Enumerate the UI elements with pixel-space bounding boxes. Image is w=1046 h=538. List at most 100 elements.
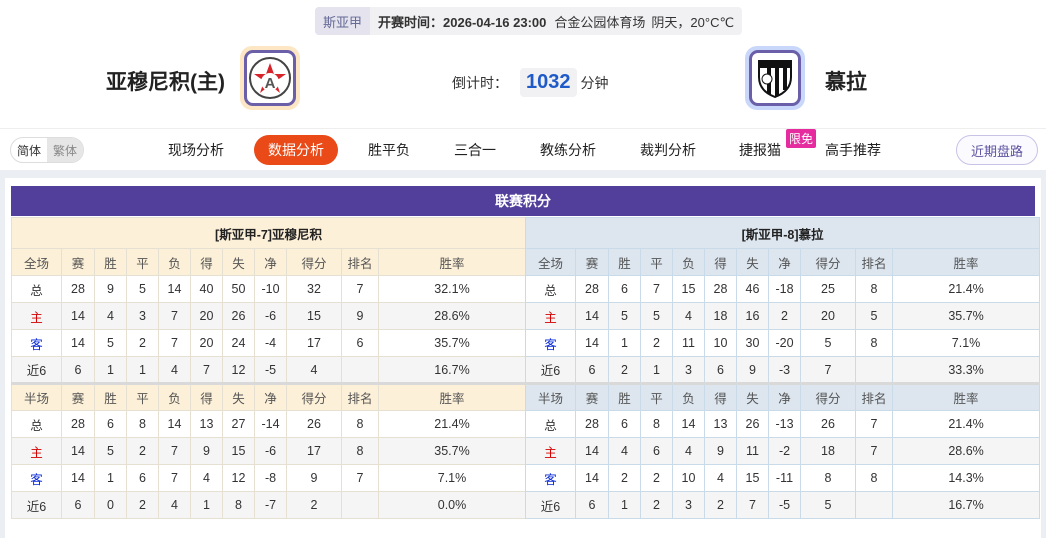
row-label: 总 [525, 275, 576, 303]
row-label: 近6 [525, 356, 576, 384]
cell: 24 [222, 329, 255, 357]
tab-win-draw-loss[interactable]: 胜平负 [368, 142, 410, 158]
cell: 2 [286, 491, 342, 519]
kickoff-label: 开赛时间： [378, 14, 444, 30]
countdown: 倒计时： 1032 分钟 [452, 68, 609, 97]
countdown-unit: 分钟 [580, 74, 609, 91]
cell: 32 [286, 275, 342, 303]
row-label: 客 [525, 329, 576, 357]
cell: 40 [190, 275, 223, 303]
cell: 4 [672, 302, 705, 330]
cell: 1 [190, 491, 223, 519]
cell: 3 [672, 491, 705, 519]
column-header: 赛 [575, 382, 609, 411]
match-header: 斯亚甲 开赛时间：2026-04-16 23:00 合金公园体育场 阴天，20°… [0, 0, 1046, 128]
cell: 6 [341, 329, 379, 357]
cell: 5 [855, 302, 893, 330]
cell: 15 [672, 275, 705, 303]
cell: 35.7% [377, 329, 527, 357]
header-row: 半场赛胜平负得失净得分 排名 胜率 [525, 382, 1041, 411]
cell: 8 [126, 410, 159, 438]
cell: 4 [608, 437, 641, 465]
cell: -13 [768, 410, 801, 438]
cell: 28 [61, 410, 95, 438]
cell: 6 [608, 275, 641, 303]
cell: 16.7% [377, 356, 527, 384]
lang-simplified[interactable]: 简体 [17, 143, 42, 158]
column-header: 负 [672, 248, 705, 276]
tab-jiebaomao[interactable]: 捷报猫 [739, 142, 781, 158]
cell: 9 [736, 356, 769, 384]
tab-referee-analysis[interactable]: 裁判分析 [640, 142, 696, 158]
cell: -5 [768, 491, 801, 519]
tab-data-analysis[interactable]: 数据分析 [254, 135, 338, 165]
cell: 16 [736, 302, 769, 330]
cell [341, 491, 379, 519]
column-header: 净 [254, 248, 287, 276]
cell: 13 [704, 410, 737, 438]
cell: 8 [222, 491, 255, 519]
cell: -5 [254, 356, 287, 384]
column-header: 半场 [11, 382, 62, 411]
cell: 26 [286, 410, 342, 438]
cell: -10 [254, 275, 287, 303]
column-header: 失 [222, 248, 255, 276]
cell: 30 [736, 329, 769, 357]
home-team-logo[interactable]: A [240, 46, 300, 110]
lang-traditional[interactable]: 繁体 [47, 138, 84, 162]
cell: 0.0% [377, 491, 527, 519]
table-row: 主 14 4 6 4 9 11 -2 18 7 28.6% [525, 437, 1041, 465]
cell: 4 [158, 356, 191, 384]
away-team-logo[interactable] [745, 46, 805, 110]
cell: 20 [800, 302, 856, 330]
cell: 7 [736, 491, 769, 519]
league-label[interactable]: 斯亚甲 [315, 7, 371, 35]
cell: -4 [254, 329, 287, 357]
cell: 6 [61, 356, 95, 384]
tab-live-analysis[interactable]: 现场分析 [168, 142, 224, 158]
cell: 9 [190, 437, 223, 465]
away-team-name[interactable]: 慕拉 [825, 71, 867, 94]
table-row: 总 28 6 8 14 13 26 -13 26 7 21.4% [525, 410, 1041, 438]
nav-bar: 简体 繁体 现场分析 数据分析 胜平负 三合一 教练分析 裁判分析 捷报猫 限免… [0, 128, 1046, 170]
weather: 阴天，20°C℃ [651, 14, 735, 30]
row-label: 总 [11, 275, 62, 303]
cell: 5 [800, 329, 856, 357]
cell: 6 [126, 464, 159, 492]
cell: 5 [800, 491, 856, 519]
cell: 28.6% [377, 302, 527, 330]
tab-coach-analysis[interactable]: 教练分析 [540, 142, 596, 158]
cell: 14 [575, 329, 609, 357]
cell: 4 [94, 302, 127, 330]
cell: 14 [61, 302, 95, 330]
cell: 10 [672, 464, 705, 492]
cell: 14 [61, 464, 95, 492]
home-standings: [斯亚甲-7]亚穆尼积 全场赛胜平负得失净得分 排名 胜率总 28 9 5 14 40 50 -10… [10, 217, 527, 519]
cell: 14.3% [891, 464, 1041, 492]
row-label: 客 [11, 464, 62, 492]
table-row: 总 28 6 7 15 28 46 -18 25 8 21.4% [525, 275, 1041, 303]
team-caption: [斯亚甲-8]慕拉 [524, 217, 1041, 249]
cell: 5 [94, 329, 127, 357]
cell: 14 [575, 302, 609, 330]
cell: 21.4% [891, 275, 1041, 303]
cell: -20 [768, 329, 801, 357]
table-row: 客 14 1 6 7 4 12 -8 9 7 7.1% [11, 464, 527, 492]
table-row: 近6 6 1 1 4 7 12 -5 4 16.7% [11, 356, 527, 384]
row-label: 客 [11, 329, 62, 357]
column-header: 赛 [61, 248, 95, 276]
row-label: 主 [11, 437, 62, 465]
column-header: 胜 [608, 382, 641, 411]
tab-three-in-one[interactable]: 三合一 [454, 142, 496, 158]
table-row: 近6 6 2 1 3 6 9 -3 7 33.3% [525, 356, 1041, 384]
column-header: 半场 [525, 382, 576, 411]
cell: 33.3% [891, 356, 1041, 384]
column-header: 净 [768, 382, 801, 411]
recent-odds-button[interactable]: 近期盘路 [955, 135, 1038, 165]
home-team-name[interactable]: 亚穆尼积(主) [106, 71, 225, 94]
tab-expert-picks[interactable]: 高手推荐 [825, 142, 881, 158]
cell: 16.7% [891, 491, 1041, 519]
cell: 1 [640, 356, 673, 384]
cell: 2 [768, 302, 801, 330]
cell: 4 [190, 464, 223, 492]
